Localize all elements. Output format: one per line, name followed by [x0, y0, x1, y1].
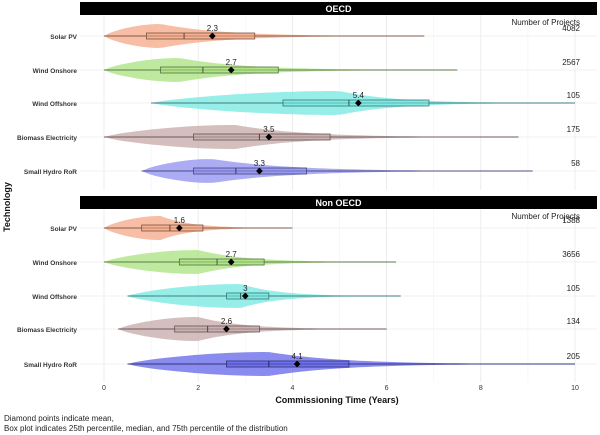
count-label-non-oecd-wind-onshore: 3656	[562, 250, 580, 259]
axis-layer: Technology Commissioning Time (Years) 0 2…	[2, 182, 579, 405]
mean-diamond-oecd-small-hydro-ror	[256, 167, 263, 175]
mean-label-oecd-biomass-electricity: 3.5	[263, 125, 275, 134]
x-axis-title: Commissioning Time (Years)	[275, 395, 398, 405]
x-tick-label-6: 6	[385, 385, 389, 392]
x-tick-label-0: 0	[102, 385, 106, 392]
mean-label-oecd-solar-pv: 2.3	[207, 24, 219, 33]
count-label-oecd-small-hydro-ror: 58	[571, 159, 580, 168]
mean-label-non-oecd-wind-offshore: 3	[243, 284, 248, 293]
iqr-box-oecd-solar-pv	[145, 32, 256, 40]
count-label-non-oecd-wind-offshore: 105	[567, 284, 581, 293]
mean-label-non-oecd-wind-onshore: 2.7	[226, 250, 238, 259]
mean-label-non-oecd-biomass-electricity: 2.6	[221, 317, 233, 326]
iqr-box-non-oecd-solar-pv	[141, 224, 204, 232]
count-label-non-oecd-biomass-electricity: 134	[567, 317, 581, 326]
mean-label-oecd-small-hydro-ror: 3.3	[254, 159, 266, 168]
mean-diamond-non-oecd-biomass-electricity	[223, 325, 230, 333]
mean-diamond-non-oecd-solar-pv	[175, 224, 183, 232]
x-tick-label-10: 10	[571, 385, 579, 392]
iqr-box-non-oecd-wind-onshore	[178, 258, 265, 266]
row-label-non-oecd-wind-offshore: Wind Offshore	[32, 294, 77, 301]
iqr-box-oecd-small-hydro-ror	[193, 167, 307, 175]
count-header-oecd: Number of Projects	[512, 18, 580, 27]
mean-label-oecd-wind-offshore: 5.4	[353, 91, 365, 100]
count-label-oecd-biomass-electricity: 175	[567, 125, 581, 134]
mean-label-non-oecd-small-hydro-ror: 4.1	[292, 352, 304, 361]
panel-title-non-oecd: Non OECD	[316, 198, 362, 208]
footnote-line-2: Box plot indicates 25th percentile, medi…	[4, 424, 288, 433]
mean-diamond-oecd-solar-pv	[208, 32, 216, 40]
x-tick-label-8: 8	[479, 385, 483, 392]
panel-title-oecd: OECD	[325, 4, 352, 14]
row-label-oecd-wind-onshore: Wind Onshore	[33, 68, 78, 75]
grid-layer	[80, 15, 597, 382]
iqr-box-non-oecd-biomass-electricity	[174, 325, 260, 333]
row-label-non-oecd-small-hydro-ror: Small Hydro RoR	[24, 362, 77, 369]
count-label-oecd-solar-pv: 4082	[562, 24, 580, 33]
mean-diamond-non-oecd-wind-offshore	[241, 292, 249, 300]
row-label-oecd-wind-offshore: Wind Offshore	[32, 101, 77, 108]
count-label-oecd-wind-offshore: 105	[567, 91, 581, 100]
row-label-oecd-small-hydro-ror: Small Hydro RoR	[24, 169, 77, 176]
count-label-non-oecd-solar-pv: 1388	[562, 216, 580, 225]
row-label-oecd-solar-pv: Solar PV	[50, 34, 77, 41]
mean-diamond-non-oecd-wind-onshore	[227, 258, 235, 266]
mean-diamond-oecd-wind-offshore	[354, 99, 362, 107]
count-header-non-oecd: Number of Projects	[512, 212, 580, 221]
mean-diamond-oecd-wind-onshore	[227, 66, 235, 74]
y-axis-title: Technology	[2, 182, 12, 232]
count-label-non-oecd-small-hydro-ror: 205	[567, 352, 581, 361]
x-tick-label-2: 2	[196, 385, 200, 392]
count-label-oecd-wind-onshore: 2567	[562, 58, 580, 67]
mean-diamond-oecd-biomass-electricity	[265, 133, 273, 141]
row-label-oecd-biomass-electricity: Biomass Electricity	[17, 135, 77, 142]
row-label-non-oecd-biomass-electricity: Biomass Electricity	[17, 327, 77, 334]
panel-strip-non-oecd	[80, 196, 597, 209]
panel-layer: OECD Number of Projects Solar PV 2.3 4082 Win…	[17, 2, 597, 376]
mean-label-non-oecd-solar-pv: 1.6	[174, 216, 186, 225]
iqr-box-non-oecd-small-hydro-ror	[226, 360, 350, 368]
panel-strip-oecd	[80, 2, 597, 15]
mean-label-oecd-wind-onshore: 2.7	[226, 58, 238, 67]
x-tick-label-4: 4	[290, 385, 294, 392]
row-label-non-oecd-solar-pv: Solar PV	[50, 226, 77, 233]
iqr-box-oecd-biomass-electricity	[193, 133, 331, 141]
mean-diamond-non-oecd-small-hydro-ror	[293, 360, 301, 368]
footnote-line-1: Diamond points indicate mean,	[4, 414, 114, 423]
row-label-non-oecd-wind-onshore: Wind Onshore	[33, 260, 78, 267]
iqr-box-oecd-wind-onshore	[160, 66, 279, 74]
